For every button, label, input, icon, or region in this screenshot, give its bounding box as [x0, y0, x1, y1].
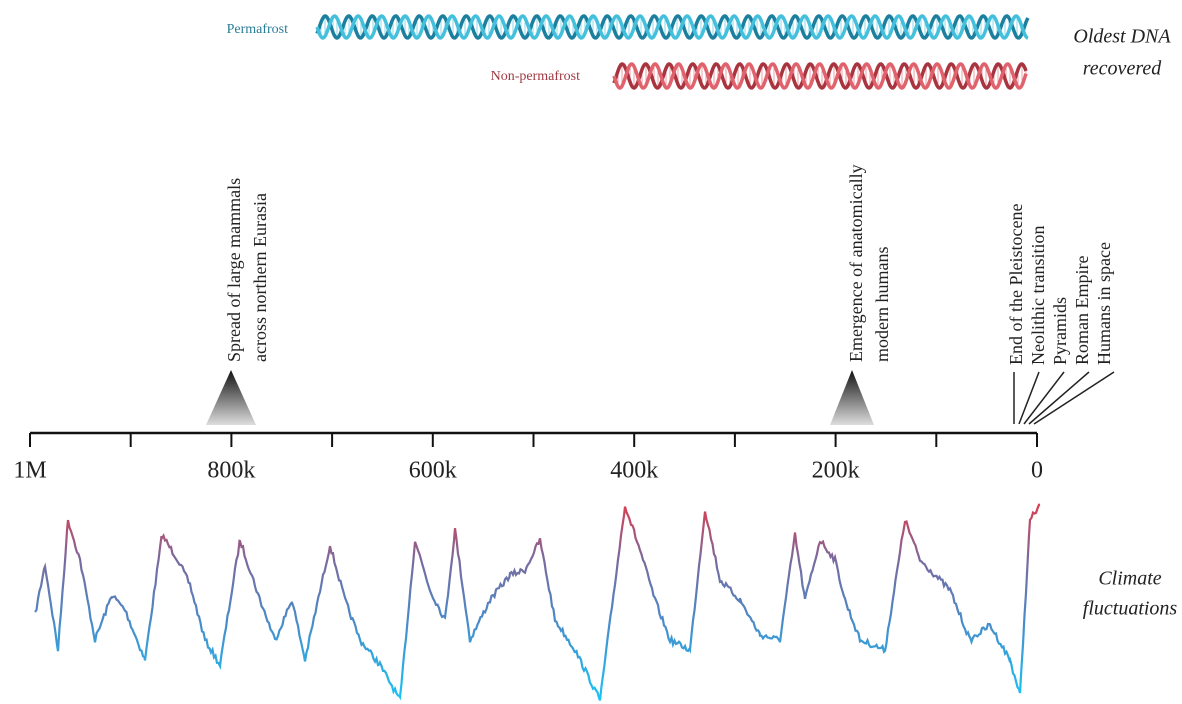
climate-label: fluctuations: [1083, 598, 1178, 620]
axis-label: 200k: [812, 458, 860, 484]
event-label: across northern Eurasia: [250, 193, 270, 362]
event-marker: [830, 370, 874, 425]
non-permafrost-label: Non-permafrost: [491, 69, 581, 84]
oldest-dna-label: Oldest DNA: [1073, 26, 1171, 48]
recent-event-label: Pyramids: [1050, 297, 1070, 365]
recent-event-label: End of the Pleistocene: [1006, 204, 1026, 365]
event-label: Emergence of anatomically: [846, 164, 866, 362]
permafrost-label: Permafrost: [227, 22, 289, 37]
axis-label: 0: [1031, 458, 1043, 484]
oldest-dna-label: recovered: [1083, 58, 1162, 80]
axis-label: 400k: [610, 458, 658, 484]
helix-strand: [315, 14, 1029, 40]
recent-event-label: Neolithic transition: [1028, 226, 1048, 365]
event-marker: [206, 370, 256, 425]
recent-event-pointer: [1018, 371, 1040, 425]
axis-label: 800k: [207, 458, 255, 484]
event-label: Spread of large mammals: [224, 178, 244, 362]
climate-curve: [34, 503, 1041, 701]
event-label: modern humans: [872, 247, 892, 362]
recent-event-pointer: [1023, 371, 1065, 425]
recent-event-pointer: [1028, 371, 1090, 425]
climate-label: Climate: [1098, 568, 1161, 590]
recent-event-label: Roman Empire: [1072, 256, 1092, 365]
recent-event-pointer: [1033, 371, 1115, 425]
axis-label: 1M: [13, 458, 46, 484]
helix-strand: [612, 62, 1028, 90]
recent-event-label: Humans in space: [1094, 242, 1114, 365]
helix-strand: [612, 62, 1028, 90]
axis-label: 600k: [409, 458, 457, 484]
